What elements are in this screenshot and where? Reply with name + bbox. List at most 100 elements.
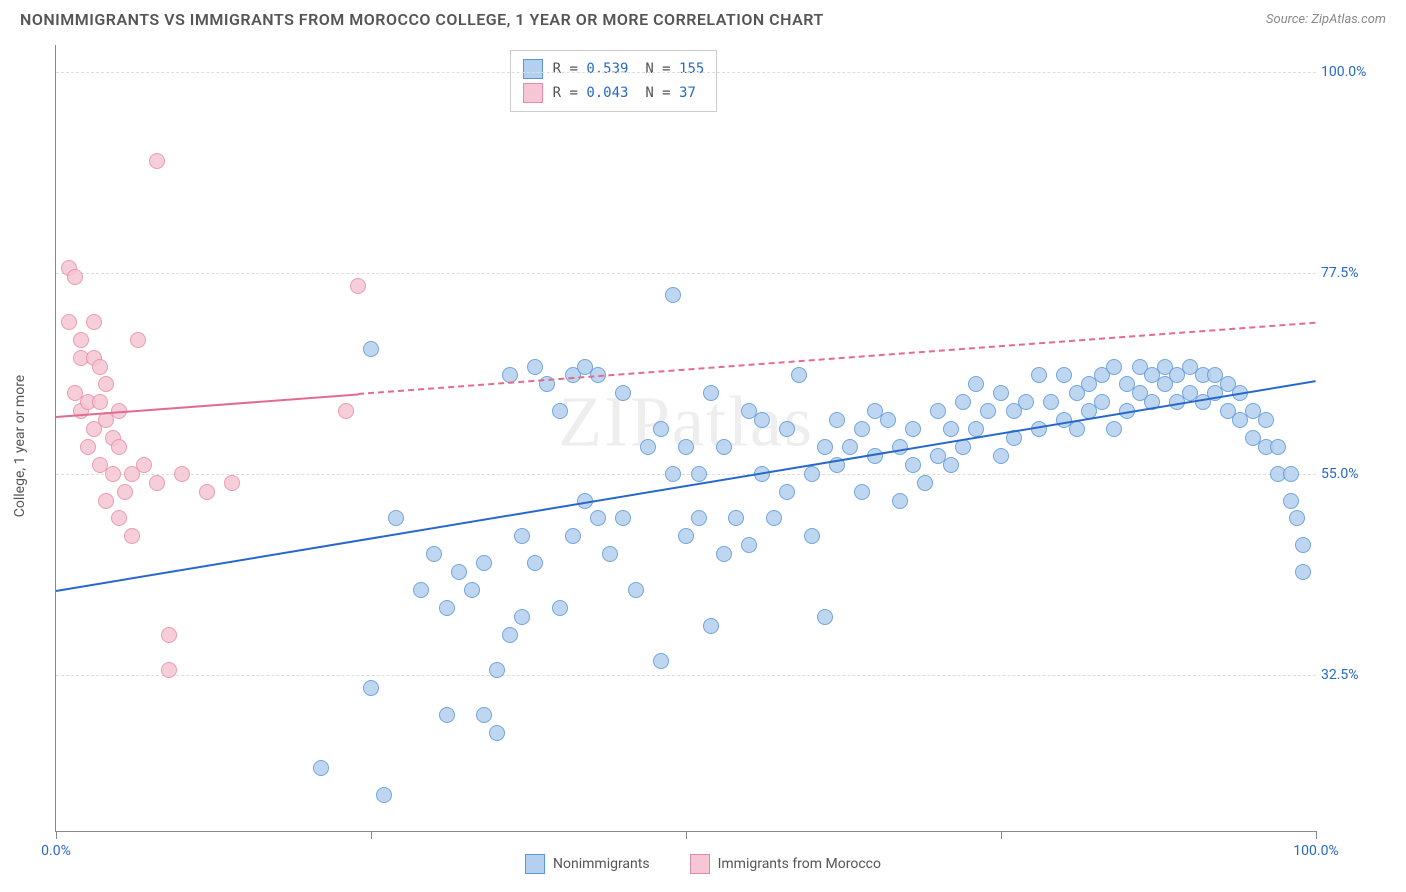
scatter-point-blue (703, 385, 719, 401)
scatter-point-blue (363, 341, 379, 357)
scatter-point-blue (955, 394, 971, 410)
scatter-point-blue (854, 421, 870, 437)
scatter-point-blue (1031, 367, 1047, 383)
scatter-point-blue (943, 457, 959, 473)
scatter-point-blue (388, 510, 404, 526)
scatter-point-blue (716, 439, 732, 455)
scatter-point-pink (98, 493, 114, 509)
scatter-point-blue (514, 528, 530, 544)
scatter-point-blue (640, 439, 656, 455)
series-legend: NonimmigrantsImmigrants from Morocco (0, 854, 1406, 874)
scatter-point-blue (653, 653, 669, 669)
scatter-point-pink (111, 439, 127, 455)
x-tick (1316, 831, 1317, 839)
scatter-point-pink (92, 359, 108, 375)
scatter-point-pink (149, 153, 165, 169)
scatter-point-blue (1106, 421, 1122, 437)
scatter-point-blue (489, 725, 505, 741)
scatter-point-blue (691, 510, 707, 526)
scatter-point-blue (628, 582, 644, 598)
scatter-point-blue (917, 475, 933, 491)
scatter-point-pink (98, 376, 114, 392)
scatter-point-blue (527, 359, 543, 375)
scatter-point-pink (73, 332, 89, 348)
legend-item: Nonimmigrants (525, 854, 650, 874)
scatter-point-pink (350, 278, 366, 294)
scatter-point-pink (86, 314, 102, 330)
scatter-point-blue (829, 412, 845, 428)
scatter-point-pink (224, 475, 240, 491)
scatter-point-blue (439, 600, 455, 616)
x-tick (1001, 831, 1002, 839)
scatter-point-pink (124, 528, 140, 544)
scatter-point-blue (703, 618, 719, 634)
scatter-point-blue (527, 555, 543, 571)
scatter-point-blue (313, 760, 329, 776)
scatter-point-blue (804, 466, 820, 482)
gridline (56, 273, 1316, 274)
scatter-point-pink (149, 475, 165, 491)
scatter-point-blue (678, 439, 694, 455)
stats-text: R = 0.043 N = 37 (553, 85, 696, 101)
x-tick (56, 831, 57, 839)
scatter-point-blue (804, 528, 820, 544)
scatter-point-blue (1106, 359, 1122, 375)
scatter-point-pink (136, 457, 152, 473)
scatter-point-blue (741, 537, 757, 553)
scatter-point-blue (552, 403, 568, 419)
scatter-point-blue (892, 493, 908, 509)
scatter-point-blue (1258, 412, 1274, 428)
legend-swatch (690, 854, 710, 874)
scatter-point-blue (678, 528, 694, 544)
scatter-point-blue (817, 609, 833, 625)
scatter-point-blue (1289, 510, 1305, 526)
scatter-point-blue (691, 466, 707, 482)
scatter-point-blue (514, 609, 530, 625)
y-axis-label: College, 1 year or more (12, 375, 28, 517)
scatter-point-blue (993, 385, 1009, 401)
legend-swatch (523, 83, 543, 103)
scatter-point-blue (665, 287, 681, 303)
gridline (56, 474, 1316, 475)
y-tick-label: 55.0% (1321, 466, 1391, 482)
scatter-point-blue (930, 403, 946, 419)
stats-legend: R = 0.539 N = 155 R = 0.043 N = 37 (510, 50, 718, 112)
scatter-point-blue (766, 510, 782, 526)
scatter-point-blue (854, 484, 870, 500)
scatter-point-blue (502, 627, 518, 643)
scatter-point-blue (426, 546, 442, 562)
stats-text: R = 0.539 N = 155 (553, 61, 705, 77)
trend-line-blue (56, 380, 1316, 592)
scatter-point-blue (615, 510, 631, 526)
scatter-point-blue (476, 707, 492, 723)
scatter-point-blue (842, 439, 858, 455)
scatter-point-blue (993, 448, 1009, 464)
scatter-point-blue (779, 421, 795, 437)
scatter-point-blue (464, 582, 480, 598)
scatter-point-blue (1069, 421, 1085, 437)
scatter-point-pink (199, 484, 215, 500)
legend-label: Nonimmigrants (553, 856, 650, 872)
scatter-point-blue (1043, 394, 1059, 410)
scatter-point-blue (1283, 493, 1299, 509)
legend-swatch (525, 854, 545, 874)
stats-legend-row: R = 0.539 N = 155 (523, 57, 705, 81)
y-tick-label: 100.0% (1321, 64, 1391, 80)
scatter-point-pink (174, 466, 190, 482)
scatter-point-blue (615, 385, 631, 401)
scatter-point-pink (338, 403, 354, 419)
scatter-point-pink (105, 466, 121, 482)
x-tick (371, 831, 372, 839)
scatter-point-blue (779, 484, 795, 500)
scatter-point-blue (1295, 537, 1311, 553)
gridline (56, 675, 1316, 676)
scatter-point-blue (552, 600, 568, 616)
scatter-point-blue (791, 367, 807, 383)
scatter-point-pink (61, 314, 77, 330)
stats-legend-row: R = 0.043 N = 37 (523, 81, 705, 105)
scatter-point-blue (1018, 394, 1034, 410)
scatter-point-blue (451, 564, 467, 580)
scatter-point-blue (817, 439, 833, 455)
scatter-point-pink (92, 394, 108, 410)
scatter-point-blue (905, 421, 921, 437)
